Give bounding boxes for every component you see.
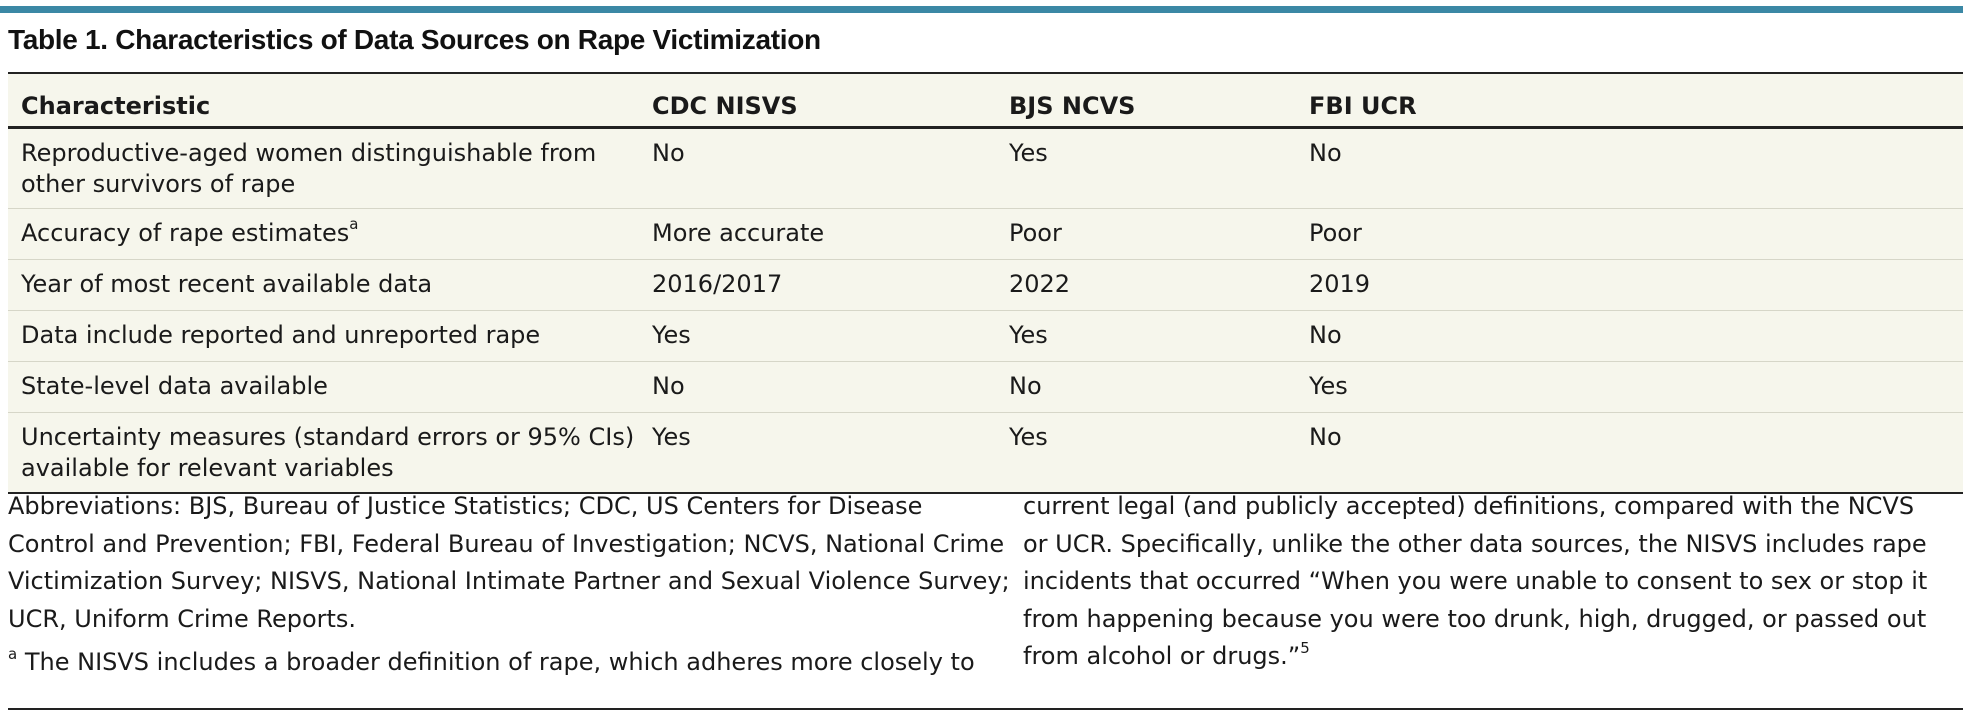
characteristic-text: Data include reported and unreported rap… <box>21 321 541 349</box>
ncvs-cell: Yes <box>996 127 1296 209</box>
characteristic-text: State-level data available <box>21 372 328 400</box>
ncvs-cell: Yes <box>996 412 1296 494</box>
table-header-row: Characteristic CDC NISVS BJS NCVS FBI UC… <box>8 74 1963 129</box>
table-notes: Abbreviations: BJS, Bureau of Justice St… <box>8 488 1963 682</box>
nisvs-cell: No <box>639 361 996 413</box>
bottom-divider <box>8 708 1963 710</box>
footnote-a-marker: a <box>8 645 18 663</box>
characteristic-cell: Reproductive-aged women distinguishable … <box>8 127 639 209</box>
table-row: State-level data available No No Yes <box>8 361 1963 413</box>
ncvs-cell: Poor <box>996 208 1296 260</box>
table-row: Data include reported and unreported rap… <box>8 310 1963 362</box>
footnote-a-text-end: current legal (and publicly accepted) de… <box>1023 492 1928 670</box>
characteristic-cell: Year of most recent available data <box>8 259 639 311</box>
ucr-cell: No <box>1296 310 1963 362</box>
table-row: Reproductive-aged women distinguishable … <box>8 127 1963 209</box>
table-title: Table 1. Characteristics of Data Sources… <box>8 24 821 55</box>
characteristic-cell: Uncertainty measures (standard errors or… <box>8 412 639 494</box>
footnote-a-text-start: The NISVS includes a broader definition … <box>24 648 975 676</box>
characteristic-text: Uncertainty measures (standard errors or… <box>21 423 635 482</box>
characteristic-text: Reproductive-aged women distinguishable … <box>21 139 597 198</box>
characteristic-text: Year of most recent available data <box>21 270 433 298</box>
reference-marker: 5 <box>1300 639 1310 657</box>
nisvs-cell: No <box>639 127 996 209</box>
characteristic-cell: Data include reported and unreported rap… <box>8 310 639 362</box>
notes-right-column: current legal (and publicly accepted) de… <box>1023 488 1943 682</box>
ucr-cell: 2019 <box>1296 259 1963 311</box>
nisvs-cell: Yes <box>639 310 996 362</box>
table-row: Year of most recent available data 2016/… <box>8 259 1963 311</box>
column-header-fbi-ucr: FBI UCR <box>1296 74 1963 129</box>
ucr-cell: Poor <box>1296 208 1963 260</box>
data-sources-table: Characteristic CDC NISVS BJS NCVS FBI UC… <box>8 74 1963 494</box>
characteristic-cell: State-level data available <box>8 361 639 413</box>
table-row: Uncertainty measures (standard errors or… <box>8 412 1963 494</box>
table-row: Accuracy of rape estimatesa More accurat… <box>8 208 1963 260</box>
notes-left-column: Abbreviations: BJS, Bureau of Justice St… <box>8 488 1023 682</box>
footnote-a-continued: current legal (and publicly accepted) de… <box>1023 488 1943 676</box>
characteristic-text: Accuracy of rape estimates <box>21 219 350 247</box>
abbreviations-note: Abbreviations: BJS, Bureau of Justice St… <box>8 492 1010 633</box>
ncvs-cell: 2022 <box>996 259 1296 311</box>
accent-bar <box>0 6 1963 13</box>
column-header-characteristic: Characteristic <box>8 74 639 129</box>
column-header-bjs-ncvs: BJS NCVS <box>996 74 1296 129</box>
footnote-a: a The NISVS includes a broader definitio… <box>8 644 1011 682</box>
ucr-cell: No <box>1296 127 1963 209</box>
characteristic-cell: Accuracy of rape estimatesa <box>8 208 639 260</box>
ncvs-cell: No <box>996 361 1296 413</box>
nisvs-cell: 2016/2017 <box>639 259 996 311</box>
ucr-cell: No <box>1296 412 1963 494</box>
footnote-marker: a <box>349 215 359 233</box>
title-divider <box>8 72 1963 74</box>
nisvs-cell: Yes <box>639 412 996 494</box>
nisvs-cell: More accurate <box>639 208 996 260</box>
column-header-cdc-nisvs: CDC NISVS <box>639 74 996 129</box>
ncvs-cell: Yes <box>996 310 1296 362</box>
ucr-cell: Yes <box>1296 361 1963 413</box>
